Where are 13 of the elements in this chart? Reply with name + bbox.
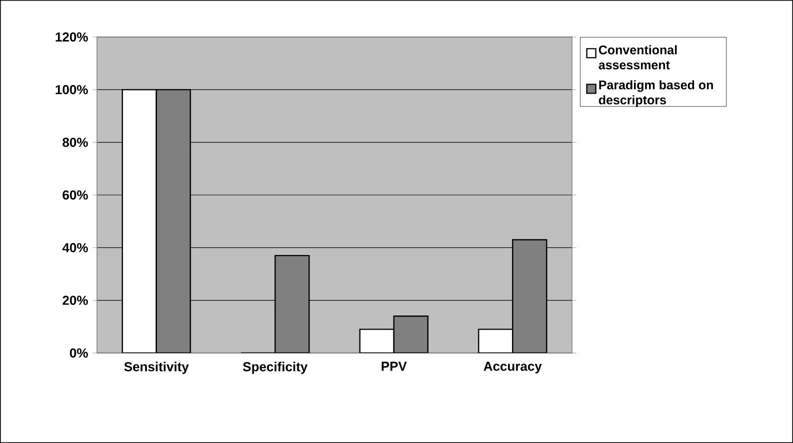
- y-tick-label: 40%: [62, 243, 88, 252]
- x-tick-label: PPV: [382, 362, 407, 371]
- y-tick-label: 80%: [62, 138, 88, 147]
- x-tick-label: Specificity: [242, 362, 308, 374]
- y-tick-label: 20%: [62, 296, 88, 305]
- x-tick-label: Sensitivity: [124, 362, 189, 374]
- legend-label: Paradigm based on descriptors: [598, 80, 713, 107]
- x-tick-label: Accuracy: [484, 362, 542, 374]
- y-tick-label: 120%: [56, 32, 88, 42]
- y-tick-label: 0%: [70, 348, 88, 358]
- y-tick-label: 60%: [62, 190, 88, 200]
- y-tick-label: 100%: [56, 85, 88, 94]
- legend-label: Conventional assessment: [598, 45, 677, 70]
